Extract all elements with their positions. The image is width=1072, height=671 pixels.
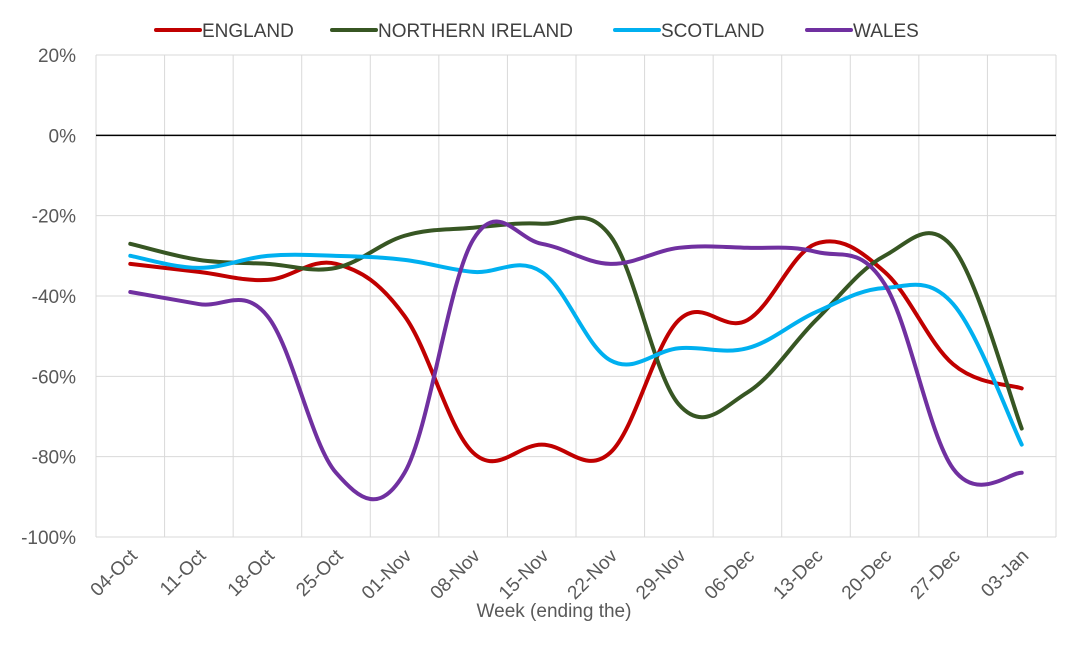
legend-item-wales: WALES — [805, 21, 919, 42]
legend: ENGLAND NORTHERN IRELAND SCOTLAND WALES — [154, 21, 919, 42]
y-tick-label: -80% — [32, 448, 76, 469]
y-tick-label: -60% — [32, 367, 76, 388]
x-tick-label: 20-Dec — [838, 546, 896, 604]
x-tick-label: 11-Oct — [156, 545, 211, 600]
series-line-england — [128, 239, 1024, 464]
legend-item-england: ENGLAND — [154, 21, 294, 42]
legend-label: ENGLAND — [202, 21, 294, 42]
x-tick-label: 29-Nov — [632, 545, 691, 604]
x-tick-label: 01-Nov — [358, 545, 417, 604]
y-tick-label: 0% — [49, 126, 77, 147]
x-axis-title: Week (ending the) — [477, 601, 632, 622]
x-tick-label: 03-Jan — [977, 546, 1033, 602]
x-tick-label: 08-Nov — [427, 545, 486, 604]
legend-item-scotland: SCOTLAND — [613, 21, 764, 42]
y-tick-label: 20% — [38, 46, 76, 67]
x-tick-label: 25-Oct — [292, 545, 348, 601]
legend-label: NORTHERN IRELAND — [378, 21, 573, 42]
x-tick-label: 27-Dec — [907, 546, 965, 604]
series-line-northern-ireland — [128, 215, 1024, 431]
x-tick-label: 22-Nov — [564, 545, 623, 604]
series-line-wales — [128, 219, 1024, 502]
x-tick-label: 06-Dec — [701, 546, 759, 604]
gridlines — [95, 54, 1057, 538]
x-tick-label: 18-Oct — [224, 545, 280, 601]
y-tick-label: -40% — [32, 287, 76, 308]
series-line-scotland — [128, 252, 1024, 447]
x-tick-label: 04-Oct — [87, 545, 143, 601]
y-tick-label: -100% — [21, 528, 76, 549]
legend-label: SCOTLAND — [661, 21, 764, 42]
y-tick-label: -20% — [32, 207, 76, 228]
x-tick-label: 13-Dec — [769, 546, 827, 604]
x-tick-label: 15-Nov — [495, 545, 554, 604]
series-lines — [128, 215, 1024, 502]
legend-item-northern-ireland: NORTHERN IRELAND — [330, 21, 573, 42]
legend-label: WALES — [853, 21, 919, 42]
